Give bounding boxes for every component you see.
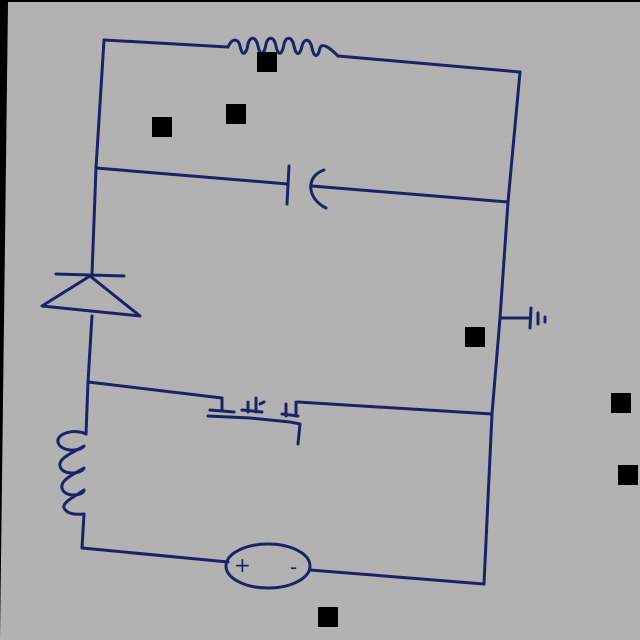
schematic <box>40 36 547 590</box>
wire-bottom-right <box>308 568 486 586</box>
wire-mosfet-left <box>86 380 224 400</box>
voltage-source <box>224 542 312 590</box>
wire-left-upper <box>94 38 106 170</box>
redaction-block <box>465 327 485 347</box>
redaction-block <box>618 465 638 485</box>
redaction-block <box>611 393 631 413</box>
diode-triangle <box>40 274 142 318</box>
source-minus-label: - <box>290 555 297 579</box>
wire-left-bottom <box>80 512 230 564</box>
wire-mosfet-right <box>296 400 494 416</box>
redaction-block <box>226 104 246 124</box>
wire-cap-right <box>310 184 510 204</box>
redaction-block <box>152 117 172 137</box>
wire-left-lower <box>84 380 90 436</box>
mosfet <box>206 396 302 446</box>
redaction-block <box>257 52 277 72</box>
capacitor-plate <box>285 164 291 206</box>
wire-left-mid <box>86 314 94 384</box>
redaction-block <box>318 607 338 627</box>
wire-top-left <box>102 38 230 49</box>
source-plus-label: + <box>234 553 251 577</box>
capacitor-curved-plate <box>309 168 328 210</box>
wire-cap-left <box>94 166 290 186</box>
inductor <box>56 430 88 516</box>
ground-symbol <box>528 306 547 330</box>
resistor <box>226 36 340 58</box>
wire-top-right <box>336 54 522 74</box>
wire-left-to-diode <box>90 166 98 276</box>
